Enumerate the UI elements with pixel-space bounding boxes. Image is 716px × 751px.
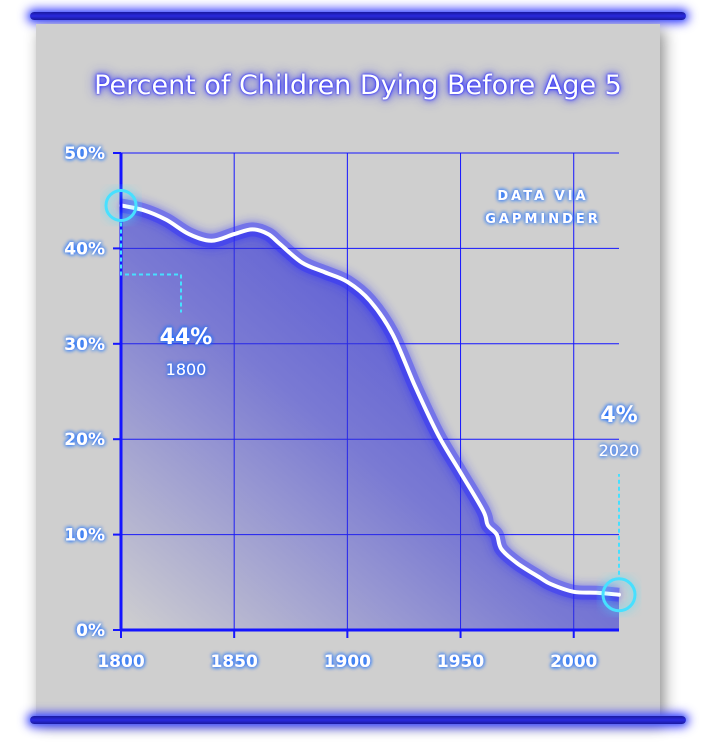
x-tick-label: 1950 bbox=[437, 652, 484, 672]
source-note: GAPMINDER bbox=[485, 212, 601, 227]
y-tick-label: 40% bbox=[64, 239, 105, 259]
chart-title: Percent of Children Dying Before Age 5 bbox=[94, 70, 622, 101]
series-line bbox=[119, 203, 621, 597]
y-tick-label: 0% bbox=[76, 621, 105, 641]
y-tick-label: 30% bbox=[64, 335, 105, 355]
end-marker-circle bbox=[601, 577, 637, 613]
bottom-glow-bar bbox=[30, 716, 686, 724]
area-fill bbox=[121, 205, 619, 630]
y-tick-label: 20% bbox=[64, 430, 105, 450]
source-note: DATA VIA bbox=[497, 189, 588, 204]
top-glow-bar bbox=[30, 12, 686, 20]
x-tick-label: 1800 bbox=[97, 652, 144, 672]
start-callout-year: 1800 bbox=[166, 360, 207, 379]
x-tick-label: 2000 bbox=[550, 652, 597, 672]
start-callout-value: 44% bbox=[160, 325, 213, 350]
end-callout-year: 2020 bbox=[599, 441, 640, 460]
x-tick-label: 1900 bbox=[324, 652, 371, 672]
y-tick-label: 10% bbox=[64, 526, 105, 546]
y-tick-label: 50% bbox=[64, 144, 105, 164]
start-marker-circle bbox=[104, 188, 138, 222]
x-tick-label: 1850 bbox=[211, 652, 258, 672]
end-callout-value: 4% bbox=[600, 403, 637, 428]
